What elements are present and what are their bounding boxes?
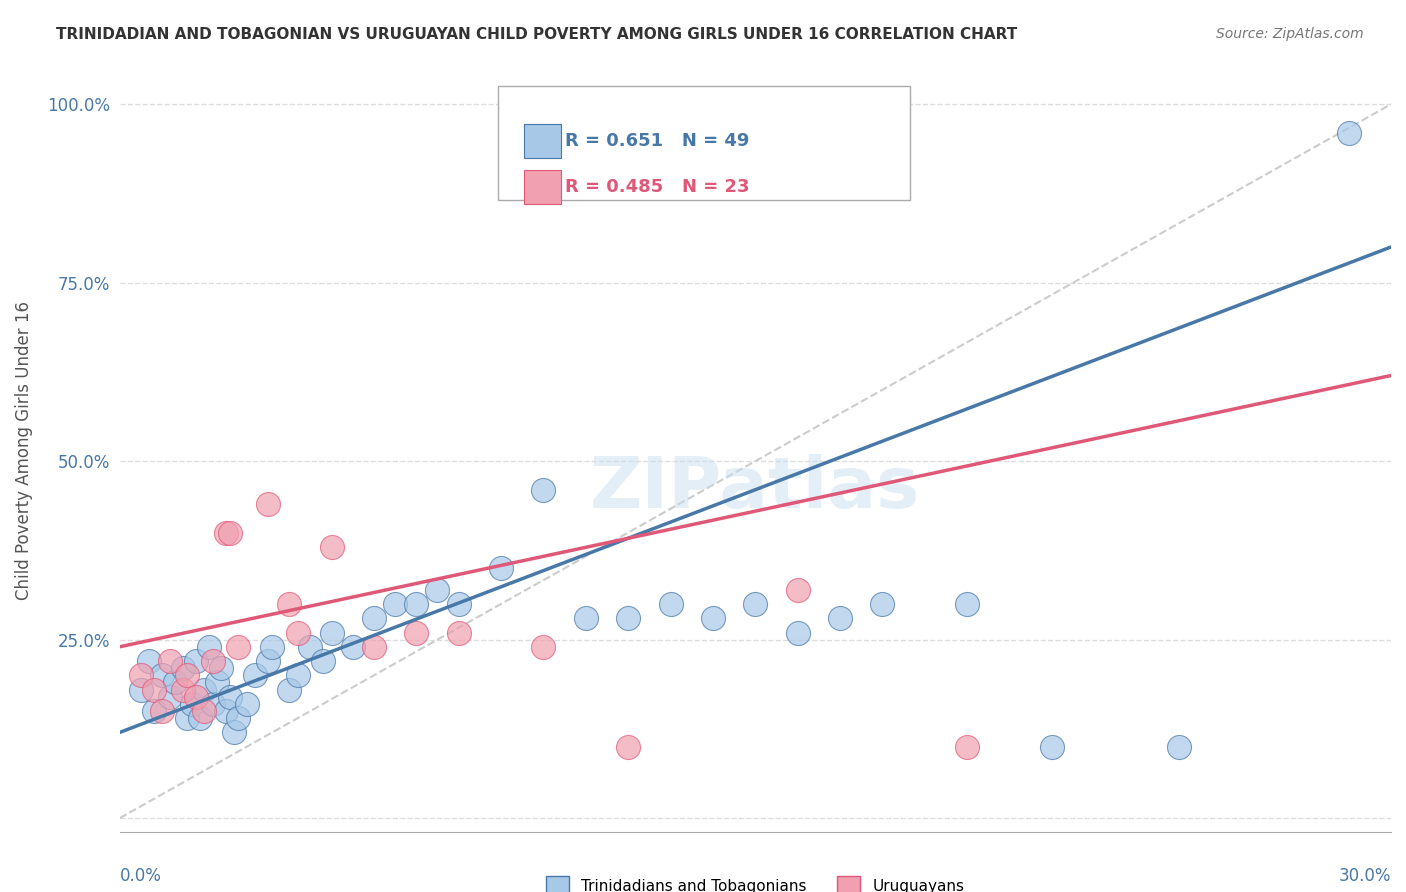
Point <box>214 525 236 540</box>
Point <box>659 597 682 611</box>
Point <box>405 597 427 611</box>
Point <box>786 625 808 640</box>
Point <box>176 668 198 682</box>
Point <box>226 711 249 725</box>
Point <box>956 739 979 754</box>
Point <box>426 582 449 597</box>
Point <box>342 640 364 654</box>
Point <box>193 682 215 697</box>
Point <box>218 690 240 704</box>
Point <box>702 611 724 625</box>
Point <box>617 739 640 754</box>
FancyBboxPatch shape <box>499 87 911 200</box>
Point <box>828 611 851 625</box>
Point <box>617 611 640 625</box>
Point <box>744 597 766 611</box>
FancyBboxPatch shape <box>524 124 561 158</box>
Legend: Trinidadians and Tobagonians, Uruguayans: Trinidadians and Tobagonians, Uruguayans <box>540 871 970 892</box>
Point <box>180 697 202 711</box>
Point <box>138 654 160 668</box>
Point <box>1168 739 1191 754</box>
Point <box>218 525 240 540</box>
Point <box>384 597 406 611</box>
Text: ZIPatlas: ZIPatlas <box>591 454 921 523</box>
Point <box>363 611 385 625</box>
Point <box>405 625 427 640</box>
Point <box>321 540 343 554</box>
Point <box>172 682 194 697</box>
Point <box>159 654 181 668</box>
Point <box>129 682 152 697</box>
Text: 30.0%: 30.0% <box>1339 867 1391 885</box>
Point <box>1040 739 1063 754</box>
FancyBboxPatch shape <box>524 170 561 203</box>
Point <box>1337 126 1360 140</box>
Point <box>235 697 257 711</box>
Point <box>489 561 512 575</box>
Point <box>184 654 207 668</box>
Point <box>129 668 152 682</box>
Point <box>363 640 385 654</box>
Point <box>142 704 165 718</box>
Point <box>150 704 173 718</box>
Point <box>278 597 301 611</box>
Point <box>226 640 249 654</box>
Point <box>222 725 245 739</box>
Text: 0.0%: 0.0% <box>120 867 162 885</box>
Point <box>321 625 343 640</box>
Point <box>531 483 554 497</box>
Point <box>142 682 165 697</box>
Point <box>205 675 228 690</box>
Point <box>956 597 979 611</box>
Point <box>214 704 236 718</box>
Point <box>299 640 322 654</box>
Point <box>150 668 173 682</box>
Text: R = 0.651   N = 49: R = 0.651 N = 49 <box>565 132 749 150</box>
Point <box>287 625 309 640</box>
Text: TRINIDADIAN AND TOBAGONIAN VS URUGUAYAN CHILD POVERTY AMONG GIRLS UNDER 16 CORRE: TRINIDADIAN AND TOBAGONIAN VS URUGUAYAN … <box>56 27 1018 42</box>
Point <box>193 704 215 718</box>
Point <box>447 625 470 640</box>
Point <box>209 661 232 675</box>
Point <box>312 654 335 668</box>
Point <box>163 675 186 690</box>
Point <box>257 654 280 668</box>
Point <box>188 711 211 725</box>
Point <box>176 711 198 725</box>
Point <box>786 582 808 597</box>
Text: Source: ZipAtlas.com: Source: ZipAtlas.com <box>1216 27 1364 41</box>
Point <box>447 597 470 611</box>
Point <box>287 668 309 682</box>
Point <box>872 597 894 611</box>
Point <box>262 640 284 654</box>
Point <box>245 668 267 682</box>
Point <box>159 690 181 704</box>
Point <box>197 640 219 654</box>
Y-axis label: Child Poverty Among Girls Under 16: Child Poverty Among Girls Under 16 <box>15 301 32 600</box>
Point <box>201 697 224 711</box>
Point <box>257 497 280 511</box>
Point <box>278 682 301 697</box>
Point <box>531 640 554 654</box>
Point <box>172 661 194 675</box>
Point <box>575 611 598 625</box>
Point <box>184 690 207 704</box>
Point <box>201 654 224 668</box>
Text: R = 0.485   N = 23: R = 0.485 N = 23 <box>565 178 749 196</box>
